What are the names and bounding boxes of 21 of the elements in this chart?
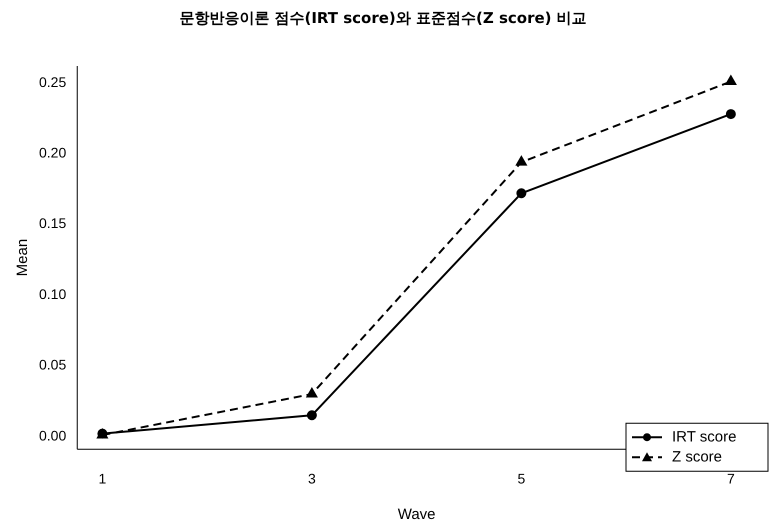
point (306, 410, 317, 420)
chart-title: 문항반응이론 점수(IRT score)와 표준점수(Z score) 비교 (179, 8, 587, 27)
y-tick-label: 0.05 (39, 356, 66, 373)
legend-label: IRT score (672, 428, 736, 446)
y-tick-label: 0.25 (39, 74, 66, 90)
x-tick-label: 5 (517, 470, 526, 486)
y-tick-label: 0.10 (39, 286, 66, 302)
point (516, 188, 526, 198)
point (726, 109, 736, 120)
y-axis-title: Mean (14, 238, 32, 276)
x-tick-label: 1 (98, 470, 106, 486)
y-tick-label: 0.00 (39, 427, 66, 444)
legend-label: Z score (672, 448, 722, 466)
x-tick-label: 7 (726, 470, 735, 486)
x-axis-title: Wave (398, 506, 436, 524)
point (306, 388, 318, 398)
y-tick-label: 0.15 (39, 215, 66, 232)
y-tick-label: 0.20 (39, 144, 66, 161)
point (726, 76, 736, 86)
x-tick-label: 3 (308, 470, 316, 486)
point (516, 156, 527, 166)
